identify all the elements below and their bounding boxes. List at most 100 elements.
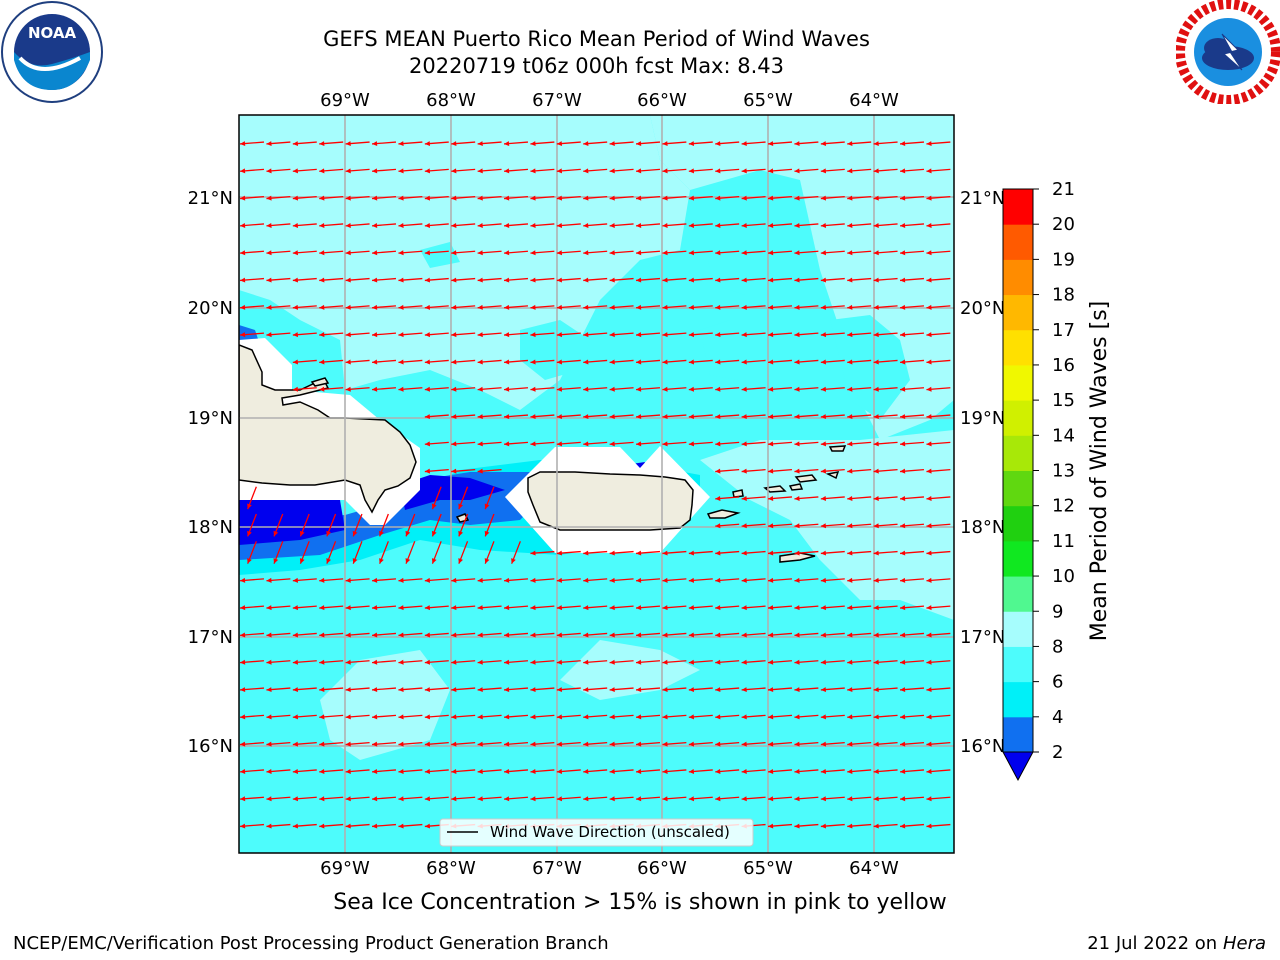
wind-arrow-head [873,168,879,174]
wind-arrow-head [511,558,516,564]
wind-arrow-head [319,659,325,665]
wind-arrow-head [405,558,411,564]
wind-arrow-head [266,714,272,720]
wind-arrow-head [926,359,932,365]
wind-arrow-head [266,577,272,583]
wind-arrow-head [926,250,932,256]
wind-arrow-head [319,714,325,720]
wind-arrow-head [266,195,272,201]
wind-arrow-head [556,550,563,556]
wind-arrow-head [530,714,536,720]
wind-arrow-head [556,332,563,338]
wind-arrow-head [345,359,351,365]
wind-arrow-head [609,304,615,310]
wind-arrow-head [662,632,668,638]
wind-arrow-head [240,687,246,693]
wind-arrow-head [794,141,800,147]
wind-arrow-head [794,222,800,228]
colorbar-tick-label: 16 [1052,355,1075,376]
wind-arrow-head [530,796,536,802]
wind-arrow-head [741,250,747,256]
colorbar: 2 4 6 8 9 10 11 12 13 14 15 16 17 18 19 20 21 Mean Perio… [1002,179,1112,782]
lat-label: 17°N [960,627,1005,648]
wind-arrow-head [451,441,457,447]
wind-arrow-head [636,250,642,256]
wind-arrow-head [820,577,827,583]
wind-arrow-head [768,550,774,556]
wind-arrow-head [372,577,378,583]
wind-arrow-head [900,659,906,665]
wind-arrow-head [820,632,827,638]
wind-arrow-head [240,195,246,201]
wind-arrow-head [530,632,536,638]
wind-arrow-head [609,550,615,556]
wind-arrow-head [768,195,774,201]
wind-arrow-head [820,741,827,747]
wind-arrow-head [266,768,272,774]
wind-arrow-head [583,659,589,665]
wind-arrow-head [900,359,906,365]
wind-arrow-head [794,632,800,638]
wind-arrow-head [926,386,932,392]
wind-arrow-head [688,359,695,365]
wind-arrow-head [873,414,879,420]
wind-arrow-head [847,577,853,583]
wind-arrow-head [583,222,589,228]
wind-arrow-head [556,741,563,747]
wind-arrow-head [715,687,721,693]
wind-arrow-head [847,741,853,747]
wind-arrow-head [688,768,695,774]
wind-arrow-head [926,714,932,720]
wind-arrow-head [768,796,774,802]
wind-arrow-head [820,441,827,447]
wind-arrow-head [240,796,246,802]
wind-arrow-head [741,386,747,392]
wind-arrow-head [273,530,279,537]
wind-arrow-head [451,414,457,420]
wind-arrow-head [636,141,642,147]
wind-arrow-head [900,141,906,147]
wind-arrow-head [873,550,879,556]
wind-arrow-head [609,359,615,365]
bottom-lon-labels: 69°W 68°W 67°W 66°W 65°W 64°W [320,858,899,879]
wind-arrow-head [741,741,747,747]
wind-arrow-head [715,141,721,147]
wind-arrow-head [504,141,510,147]
wind-arrow-head [458,530,463,537]
wind-arrow-head [768,277,774,283]
wind-arrow-head [583,550,589,556]
colorbar-tick-label: 13 [1052,461,1075,482]
wind-arrow-head [820,714,827,720]
wind-arrow-head [319,741,325,747]
wind-arrow-head [240,222,246,228]
wind-arrow-head [583,741,589,747]
wind-arrow-head [900,605,906,611]
wind-arrow-head [688,332,695,338]
wind-arrow-head [477,687,483,693]
wind-arrow-head [741,632,747,638]
wind-arrow-head [451,304,457,310]
wind-arrow-head [345,687,351,693]
wind-arrow-head [345,277,351,283]
wind-arrow-head [345,386,351,392]
wind-arrow-head [372,277,378,283]
wind-arrow-head [319,304,325,310]
wind-arrow-head [477,250,483,256]
wind-arrow-head [688,304,695,310]
wind-arrow-head [504,359,510,365]
wind-arrow-head [424,304,431,310]
wind-arrow-head [530,659,536,665]
dark-blue-zone-west [239,500,345,545]
wind-arrow-head [873,577,879,583]
lat-label: 16°N [960,736,1005,757]
wind-arrow-head [398,741,404,747]
wind-arrow-head [873,495,879,501]
wind-arrow-head [873,741,879,747]
wind-arrow-head [847,550,853,556]
wind-arrow-head [926,495,932,501]
wind-arrow-head [900,277,906,283]
colorbar-tick-label: 2 [1052,742,1063,763]
wind-arrow-head [398,577,404,583]
wind-arrow-head [741,495,747,501]
footer-host: Hera [1222,933,1266,954]
